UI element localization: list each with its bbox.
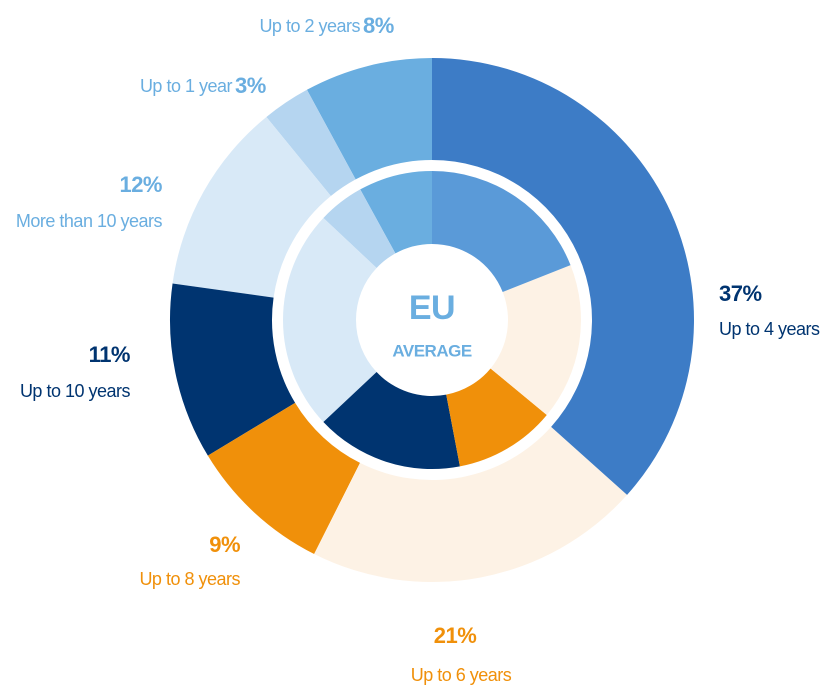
donut-segment [323, 189, 396, 268]
donut-segment [432, 58, 694, 495]
category-label: Up to 4 years [719, 319, 820, 339]
segment-label: 11% [89, 342, 130, 367]
category-label: Up to 1 year [140, 76, 233, 96]
donut-segment [490, 265, 581, 415]
donut-segment [432, 171, 571, 293]
center-subtitle: AVERAGE [392, 341, 471, 360]
segment-label: 12% [119, 172, 162, 197]
donut-segment [360, 171, 432, 254]
segment-label: 3% [235, 73, 266, 98]
category-label: Up to 10 years [20, 381, 131, 401]
donut-segment [314, 426, 628, 583]
donut-segment [169, 283, 296, 456]
category-label: Up to 8 years [139, 569, 240, 589]
segment-label: 37% [719, 281, 762, 306]
donut-segment [172, 116, 331, 298]
center-title: EU [409, 289, 455, 327]
category-label: More than 10 years [16, 211, 163, 231]
category-label: Up to 6 years [411, 665, 512, 685]
segment-label: 8% [363, 13, 394, 38]
donut-segment [266, 89, 356, 197]
category-label: Up to 2 years [259, 16, 360, 36]
donut-segment [306, 58, 432, 180]
donut-segment [282, 218, 377, 422]
segment-label: 21% [434, 623, 477, 648]
segment-label: 9% [209, 532, 240, 557]
donut-segment [446, 368, 547, 467]
donut-segment [207, 402, 361, 554]
donut-segment [323, 372, 460, 469]
